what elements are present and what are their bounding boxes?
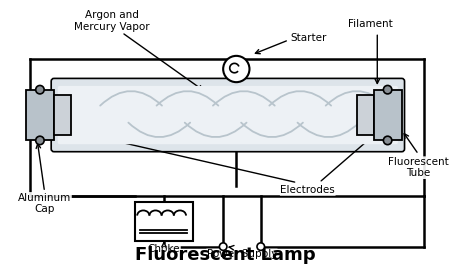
FancyArrowPatch shape: [326, 91, 388, 106]
Text: Aluminum
Cap: Aluminum Cap: [18, 193, 71, 214]
FancyArrowPatch shape: [241, 123, 303, 137]
FancyArrowPatch shape: [128, 123, 190, 137]
Circle shape: [223, 56, 249, 82]
Circle shape: [384, 85, 392, 94]
Circle shape: [35, 136, 44, 145]
Bar: [373, 90, 402, 140]
FancyBboxPatch shape: [58, 86, 398, 144]
Bar: [357, 95, 373, 135]
Text: Argon and
Mercury Vapor: Argon and Mercury Vapor: [75, 10, 150, 32]
Circle shape: [219, 243, 227, 250]
FancyArrowPatch shape: [100, 91, 162, 106]
Text: Fluorescent
Tube: Fluorescent Tube: [388, 157, 449, 178]
Bar: [54, 95, 71, 135]
FancyArrowPatch shape: [297, 123, 359, 137]
Bar: [135, 202, 193, 241]
Text: Electrodes: Electrodes: [280, 185, 335, 195]
FancyArrowPatch shape: [157, 91, 219, 106]
FancyArrowPatch shape: [269, 91, 331, 106]
Circle shape: [257, 243, 265, 250]
Circle shape: [384, 136, 392, 145]
Text: Power Supply: Power Supply: [207, 249, 277, 259]
Bar: [26, 90, 54, 140]
Text: Choke: Choke: [148, 244, 180, 255]
FancyBboxPatch shape: [51, 78, 405, 152]
Text: Starter: Starter: [291, 33, 327, 43]
Text: Fluorescent Lamp: Fluorescent Lamp: [135, 246, 315, 264]
Text: Filament: Filament: [349, 19, 393, 29]
Circle shape: [35, 85, 44, 94]
FancyArrowPatch shape: [213, 91, 275, 106]
FancyArrowPatch shape: [185, 123, 247, 137]
